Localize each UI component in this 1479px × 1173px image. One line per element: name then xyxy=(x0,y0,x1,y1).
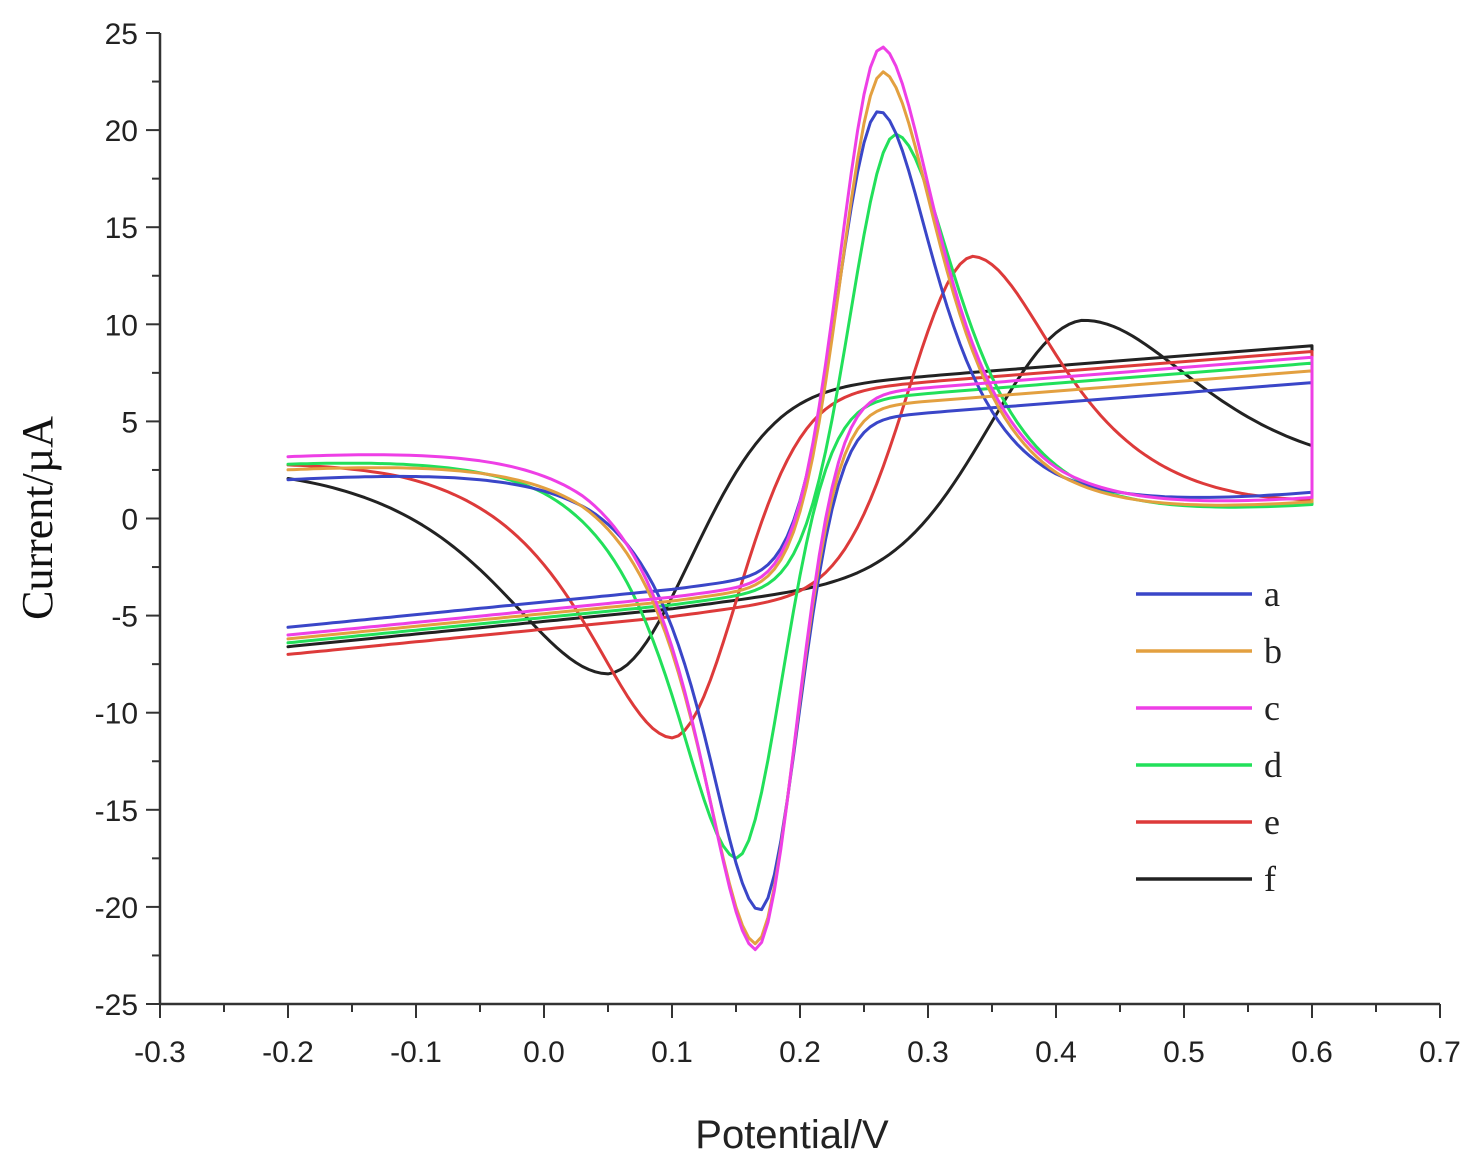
legend-label-b: b xyxy=(1264,631,1282,671)
y-tick-label: -20 xyxy=(95,892,138,925)
y-axis-title: Current/µA xyxy=(13,416,62,620)
y-tick-label: 5 xyxy=(121,406,138,439)
y-tick-label: -25 xyxy=(95,989,138,1022)
x-tick-label: -0.3 xyxy=(134,1036,186,1069)
legend-label-d: d xyxy=(1264,745,1282,785)
y-tick-label: -15 xyxy=(95,795,138,828)
y-tick-label: -10 xyxy=(95,698,138,731)
legend-label-e: e xyxy=(1264,802,1280,842)
x-tick-label: 0.2 xyxy=(779,1036,821,1069)
legend-label-f: f xyxy=(1264,859,1276,899)
axes: -0.3 -0.2 -0.1 0.0 0.1 0.2 0.3 0.4 0.5 0.6 0.7 25 20… xyxy=(95,18,1461,1069)
legend-label-c: c xyxy=(1264,688,1280,728)
series-curves xyxy=(286,45,1314,952)
x-tick-label: 0.7 xyxy=(1419,1036,1461,1069)
legend-label-a: a xyxy=(1264,574,1280,614)
y-tick-label: 25 xyxy=(105,18,138,51)
x-tick-label: 0.1 xyxy=(651,1036,693,1069)
series-curve-c xyxy=(286,45,1314,952)
x-axis-title: Potential/V xyxy=(695,1113,889,1157)
x-tick-label: 0.0 xyxy=(523,1036,565,1069)
series-curve-b xyxy=(286,70,1314,946)
x-tick-label: -0.1 xyxy=(390,1036,442,1069)
y-tick-label: 15 xyxy=(105,212,138,245)
y-tick-label: 0 xyxy=(121,504,138,537)
x-tick-label: 0.6 xyxy=(1291,1036,1333,1069)
y-tick-label: -5 xyxy=(111,601,138,634)
x-tick-label: 0.4 xyxy=(1035,1036,1077,1069)
x-tick-label: -0.2 xyxy=(262,1036,314,1069)
y-tick-label: 10 xyxy=(105,309,138,342)
y-tick-label: 20 xyxy=(105,115,138,148)
x-tick-label: 0.5 xyxy=(1163,1036,1205,1069)
x-tick-label: 0.3 xyxy=(907,1036,949,1069)
